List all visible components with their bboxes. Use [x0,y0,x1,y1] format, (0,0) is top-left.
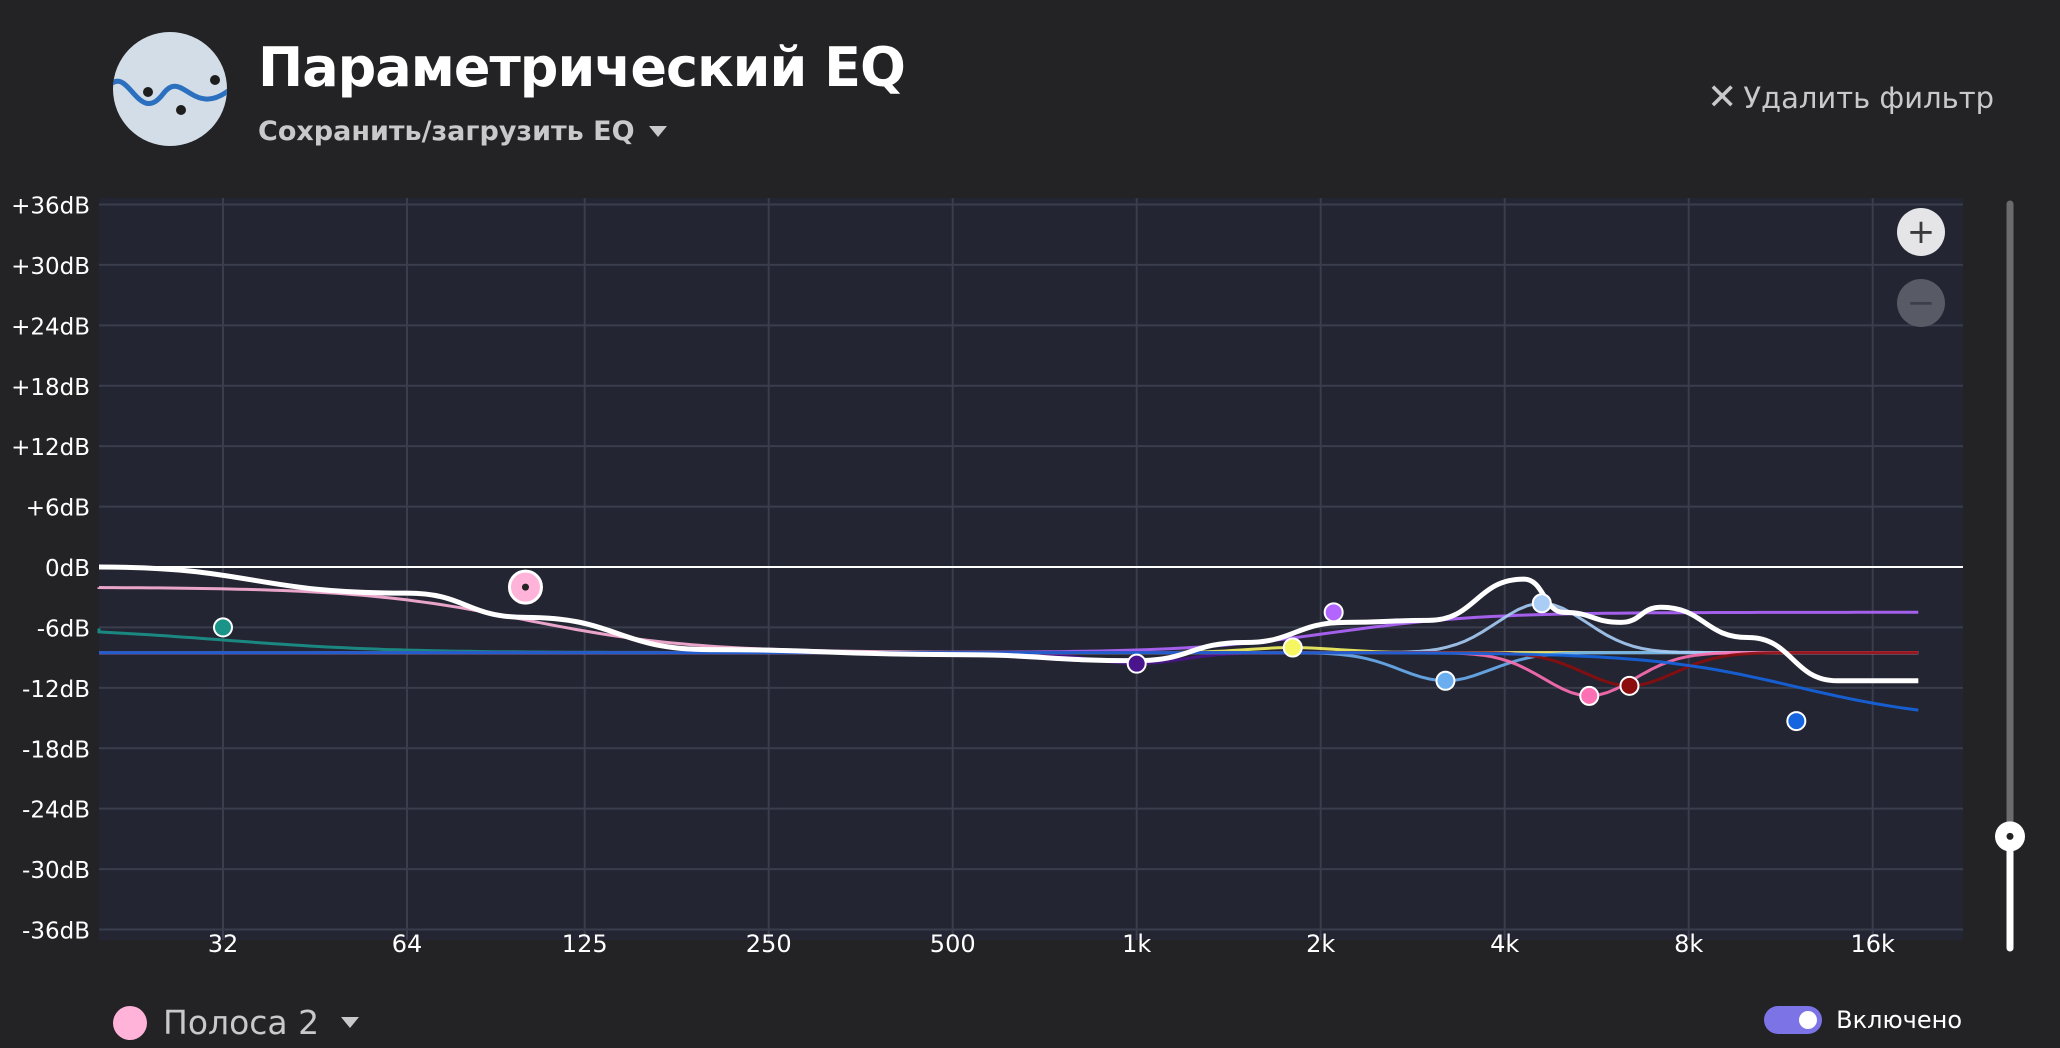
band-select-label: Полоса 2 [163,1003,320,1042]
x-tick-label: 64 [392,930,423,958]
plus-icon: + [1907,212,1936,252]
delete-filter-label: Удалить фильтр [1743,81,1994,115]
y-tick-label: -12dB [22,677,90,703]
x-tick-label: 500 [930,930,976,958]
band-curve [99,651,1919,712]
y-tick-label: +6dB [26,496,90,522]
x-tick-label: 1k [1122,930,1151,958]
x-tick-label: 8k [1674,930,1703,958]
band-handle[interactable] [1786,711,1807,732]
enabled-label: Включено [1836,1006,1962,1034]
band-handle[interactable] [1531,593,1552,614]
band-color-dot [113,1005,147,1040]
x-tick-label: 32 [208,930,239,958]
total-response-curve [98,564,1919,684]
page-title: Параметрический EQ [258,36,906,99]
band-handle[interactable] [1619,675,1640,696]
chevron-down-icon [648,126,667,137]
zoom-out-button[interactable] [1897,279,1945,327]
close-icon: ✕ [1707,77,1738,118]
y-tick-label: 0dB [45,556,90,582]
y-tick-label: -36dB [22,919,90,945]
save-load-eq-dropdown[interactable]: Сохранить/загрузить EQ [258,116,667,147]
band-handle[interactable] [1323,602,1344,623]
y-tick-label: +12dB [11,435,90,461]
chevron-down-icon [341,1017,360,1028]
band-handle[interactable] [1126,653,1147,674]
band-handle[interactable] [1282,637,1303,658]
band-handle[interactable] [1435,670,1456,691]
delete-filter-button[interactable]: ✕ Удалить фильтр [1707,80,1994,116]
app-logo [113,32,227,146]
band-handle[interactable] [213,617,233,638]
minus-icon: − [1907,283,1936,323]
x-tick-label: 125 [562,930,608,958]
plot-background [99,198,1963,940]
y-tick-label: -30dB [22,858,90,884]
x-tick-label: 250 [746,930,792,958]
zoom-in-button[interactable] [1897,208,1945,256]
x-tick-label: 16k [1850,930,1895,958]
enabled-toggle[interactable]: Включено [1764,1006,1962,1034]
band-handle-center-dot [521,583,529,591]
band-handle[interactable] [1579,685,1600,706]
x-tick-label: 4k [1490,930,1519,958]
save-load-eq-label: Сохранить/загрузить EQ [258,116,635,147]
y-tick-label: +18dB [11,375,90,401]
y-tick-label: -18dB [22,737,90,763]
band-select-dropdown[interactable]: Полоса 2 [113,1003,360,1042]
toggle-knob [1799,1011,1818,1029]
eq-graph[interactable]: +36dB +30dB +24dB +18dB +12dB +6dB 0dB -6dB -12d… [0,190,2060,960]
slider-knob-dot [2006,832,2014,840]
y-tick-label: +36dB [11,194,90,220]
eq-graph-svg[interactable]: +36dB +30dB +24dB +18dB +12dB +6dB 0dB -6dB -12d… [0,190,2060,960]
y-tick-label: -6dB [37,616,90,642]
toggle-switch[interactable] [1764,1006,1823,1034]
y-tick-label: -24dB [22,798,90,824]
y-tick-label: +24dB [11,314,90,340]
x-tick-label: 2k [1306,930,1335,958]
y-tick-label: +30dB [11,254,90,280]
